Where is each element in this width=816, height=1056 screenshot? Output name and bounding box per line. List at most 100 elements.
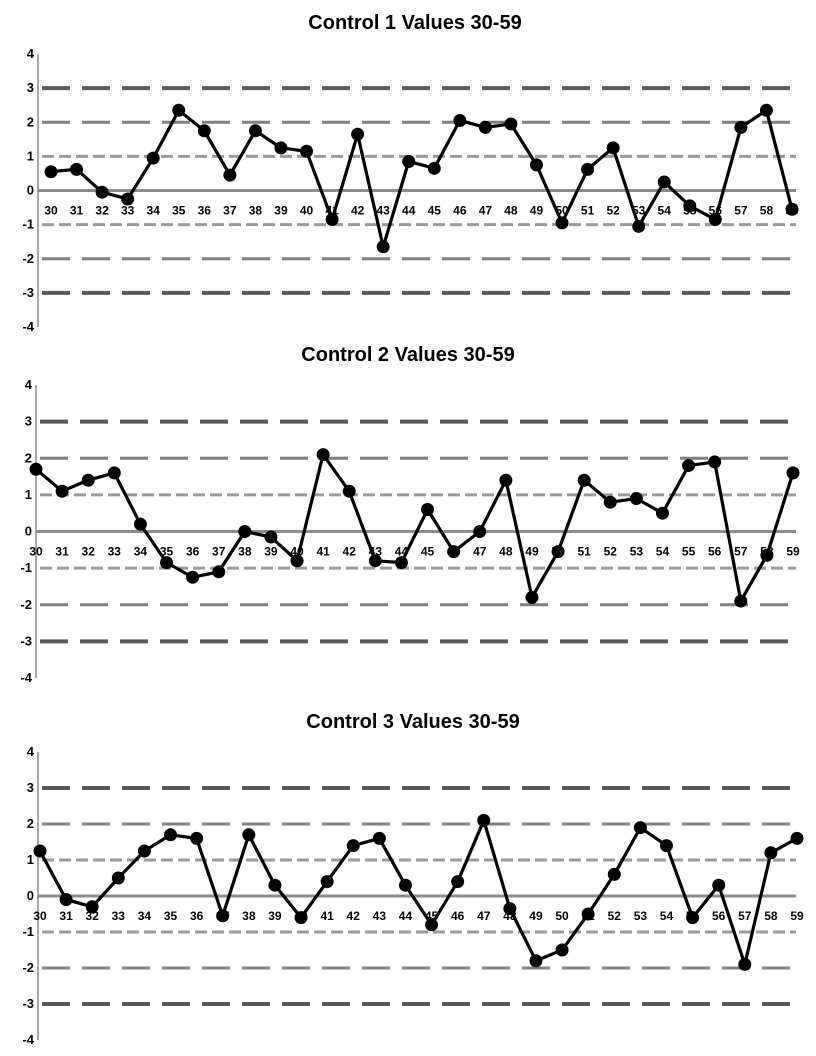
data-point [683,199,697,213]
data-point [473,525,487,538]
data-point [682,459,696,473]
data-point [274,141,288,155]
data-point [633,821,647,835]
x-tick-label: 34 [147,204,161,218]
data-point [581,162,595,176]
x-tick-label: 55 [682,545,696,559]
x-tick-label: 48 [504,204,518,218]
x-tick-label: 31 [59,909,73,923]
data-point [555,943,569,957]
x-tick-label: 42 [351,204,365,218]
x-tick-label: 54 [660,909,674,923]
y-tick-label: 0 [27,183,34,198]
x-tick-label: 56 [712,909,726,923]
data-point [33,844,47,858]
y-tick-label: 3 [27,80,34,95]
y-tick-label: -1 [22,924,34,939]
data-point [712,878,726,892]
x-tick-label: 50 [555,909,569,923]
y-tick-label: -4 [20,670,32,685]
x-tick-label: 48 [503,909,517,923]
series-line [50,107,794,254]
y-tick-label: -2 [20,597,32,612]
y-tick-label: -4 [22,319,34,334]
data-point [451,875,465,889]
x-tick-label: 45 [425,909,439,923]
data-point [632,219,646,233]
data-point [186,570,200,584]
data-point [503,902,517,916]
x-tick-label: 35 [164,909,178,923]
x-tick-label: 51 [581,909,595,923]
chart-title: Control 2 Values 30-59 [301,344,514,366]
x-tick-label: 46 [453,204,467,218]
x-tick-label: 52 [606,204,620,218]
data-point [190,831,204,845]
y-tick-label: 2 [27,816,34,831]
data-point [477,813,491,827]
x-tick-label: 50 [551,545,565,559]
x-tick-label: 57 [734,204,748,218]
x-tick-label: 51 [577,545,591,559]
x-tick-label: 33 [112,909,126,923]
x-tick-label: 45 [421,545,435,559]
x-tick-label: 39 [274,204,288,218]
y-tick-label: -1 [22,217,34,232]
x-tick-label: 46 [447,545,461,559]
data-point [499,473,513,487]
x-tick-label: 44 [399,909,413,923]
chart-title: Control 3 Values 30-59 [306,711,519,733]
data-point [351,127,365,141]
x-tick-label: 30 [33,909,47,923]
x-tick-label: 36 [186,545,200,559]
x-tick-label: 44 [402,204,416,218]
data-point [133,517,147,531]
data-point [160,556,174,570]
y-tick-label: 0 [27,888,34,903]
data-point [223,168,237,182]
data-point [320,875,334,889]
data-point [447,545,461,559]
y-tick-label: 4 [27,744,35,759]
data-point [607,867,621,881]
data-point [734,594,748,608]
y-tick-label: -3 [20,633,32,648]
data-point [577,473,591,487]
data-point [686,911,700,925]
data-point [325,213,339,227]
y-tick-label: -4 [22,1032,34,1047]
data-point [504,117,518,131]
x-tick-label: 47 [479,204,493,218]
x-tick-label: 40 [294,909,308,923]
data-point [402,154,416,168]
data-point [242,828,256,842]
data-point [738,957,752,971]
data-point [786,466,800,480]
data-point [121,192,135,206]
data-point [111,871,125,885]
data-point [346,839,360,853]
y-tick-label: 1 [25,487,32,502]
data-point [376,240,390,254]
data-point [555,216,569,230]
data-point [764,846,778,860]
y-tick-label: 3 [25,414,32,429]
x-tick-label: 36 [190,909,204,923]
x-tick-label: 35 [160,545,174,559]
data-point [427,161,441,175]
data-point [85,900,99,914]
data-point [372,831,386,845]
data-point [146,151,160,165]
data-point [95,185,109,199]
x-tick-label: 44 [395,545,409,559]
data-point [294,911,308,925]
data-point [421,503,435,517]
data-point [398,878,412,892]
data-point [197,124,211,138]
x-tick-label: 56 [709,204,723,218]
data-point [760,548,774,562]
data-point [734,120,748,134]
x-tick-label: 59 [790,909,804,923]
x-tick-label: 33 [108,545,122,559]
